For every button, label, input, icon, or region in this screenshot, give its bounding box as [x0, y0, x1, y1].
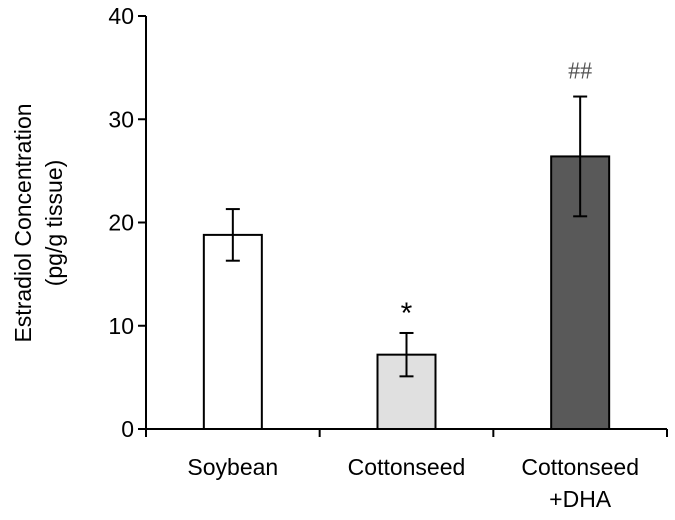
error-bar [399, 331, 414, 378]
bars [202, 155, 611, 430]
y-tick-label: 20 [108, 210, 134, 236]
bar [202, 233, 263, 430]
x-axis [145, 428, 668, 437]
error-bar [225, 208, 240, 262]
x-category-label: Soybean [187, 454, 278, 480]
significance-annotation: * [401, 297, 413, 330]
y-axis: 0 10 20 30 40 [108, 3, 147, 442]
y-tick-label: 10 [108, 313, 134, 339]
y-axis-title: Estradiol Concentration (pg/g tissue) [10, 103, 67, 342]
x-category-label: Cottonseed [521, 454, 639, 480]
y-tick-label: 0 [121, 416, 134, 442]
y-tick-label: 30 [108, 106, 134, 132]
x-category-label: +DHA [549, 486, 612, 512]
category-labels: Soybean Cottonseed Cottonseed +DHA [187, 454, 639, 512]
error-bar [573, 95, 588, 218]
significance-annotation: ## [568, 59, 592, 85]
y-tick-label: 40 [108, 3, 134, 29]
y-axis-title-line-2: (pg/g tissue) [41, 160, 67, 287]
x-category-label: Cottonseed [348, 454, 466, 480]
y-axis-title-line-1: Estradiol Concentration [10, 103, 36, 342]
annotations: * ## [401, 59, 593, 330]
error-bars [225, 95, 588, 378]
